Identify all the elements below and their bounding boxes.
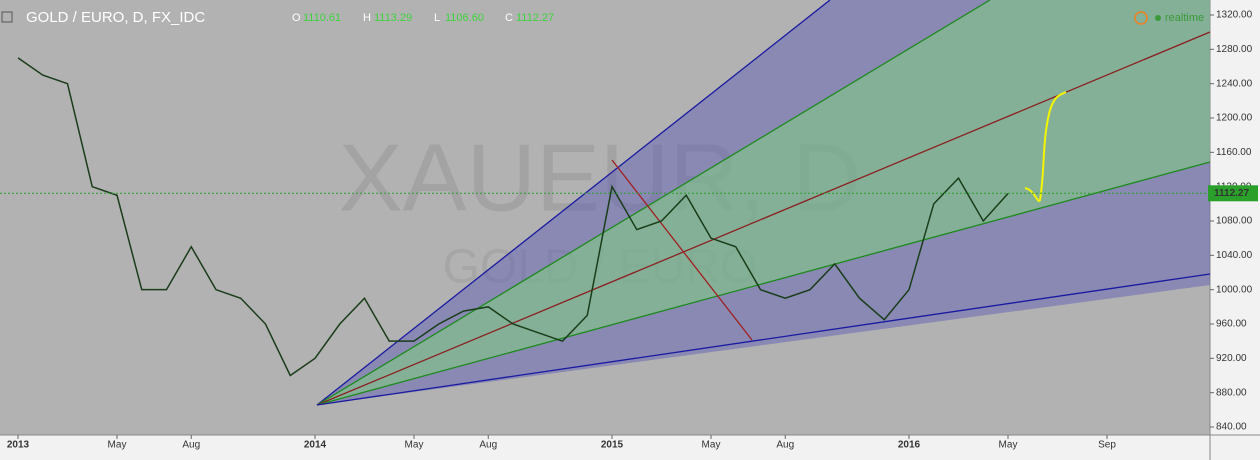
y-tick-label: 840.00 (1216, 422, 1247, 433)
fan-line (316, 0, 831, 406)
fan-fill-green (317, 0, 1210, 405)
x-tick-label: Sep (1098, 440, 1116, 451)
chart-title: GOLD / EURO, D, FX_IDC (26, 9, 205, 26)
y-tick-label: 1040.00 (1216, 250, 1253, 261)
ohlc-value: 1112.27 (516, 12, 554, 24)
y-tick-label: 1240.00 (1216, 78, 1253, 89)
last-price-box (1208, 185, 1258, 202)
price-line (17, 57, 1009, 377)
ohlc-value: 1113.29 (374, 12, 412, 24)
x-tick-label: Aug (182, 440, 200, 451)
status-dot (1155, 15, 1161, 21)
y-tick-label: 1080.00 (1216, 216, 1253, 227)
ohlc-label: L (434, 12, 440, 24)
y-tick-label: 920.00 (1216, 353, 1247, 364)
y-tick-label: 960.00 (1216, 319, 1247, 330)
status: realtime (1165, 12, 1204, 24)
y-tick-label: 1280.00 (1216, 44, 1253, 55)
y-tick-label: 1320.00 (1216, 10, 1253, 21)
ohlc-value: 1110.61 (303, 12, 341, 24)
y-tick-label: 880.00 (1216, 387, 1247, 398)
y-tick-label: 1000.00 (1216, 284, 1253, 295)
x-tick-label: May (405, 440, 424, 451)
x-tick-label: 2016 (898, 440, 921, 451)
y-tick-label: 1160.00 (1216, 147, 1252, 158)
ohlc-label: C (505, 12, 513, 24)
fan-drawing (316, 0, 1211, 406)
x-tick-label: 2013 (7, 440, 30, 451)
ohlc-value: 1106.60 (445, 12, 484, 24)
trend-line (611, 159, 753, 341)
time-axis (0, 435, 1210, 460)
marks (17, 57, 1009, 377)
status-icon (1134, 11, 1148, 25)
last-price-label: 1112.27 (1214, 188, 1249, 199)
x-tick-label: May (999, 440, 1018, 451)
ohlc-label: H (363, 12, 371, 24)
x-tick-label: May (702, 440, 721, 451)
fan-line (316, 273, 1211, 406)
y-tick-label: 1200.00 (1216, 113, 1253, 124)
ohlc-label: O (292, 12, 301, 24)
brush-stroke (1024, 91, 1067, 203)
ohlc-legend: O 1110.61 H 1113.29 L 1106.60 C 1112.27 (292, 12, 554, 24)
x-tick-label: 2015 (601, 440, 624, 451)
x-tick-label: Aug (479, 440, 497, 451)
x-tick-label: 2014 (304, 440, 327, 451)
x-tick-label: May (108, 440, 127, 451)
collapse-button[interactable] (1, 11, 13, 23)
x-tick-label: Aug (776, 440, 794, 451)
price-axis (1210, 0, 1260, 460)
fan-line (316, 0, 991, 406)
fan-line (316, 161, 1211, 406)
